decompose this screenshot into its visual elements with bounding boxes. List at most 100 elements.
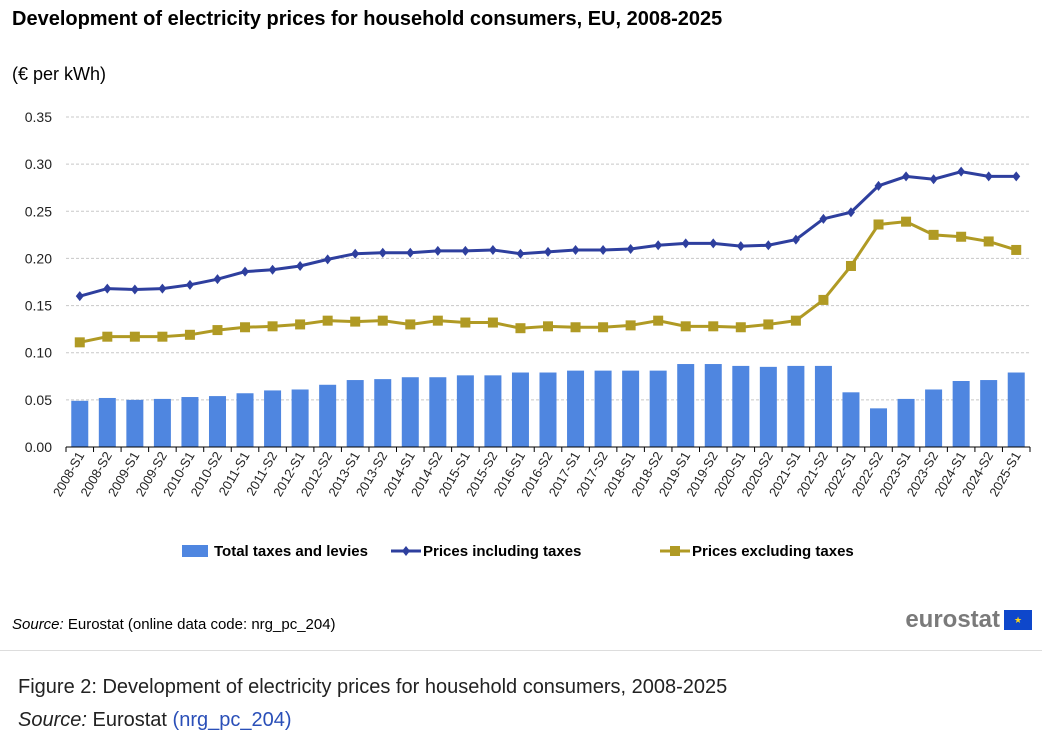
point-excl-taxes bbox=[763, 319, 774, 330]
point-incl-taxes bbox=[213, 274, 222, 285]
point-excl-taxes bbox=[74, 337, 85, 348]
point-excl-taxes bbox=[515, 323, 526, 334]
point-incl-taxes bbox=[902, 171, 911, 182]
y-tick-label: 0.30 bbox=[25, 156, 52, 172]
y-tick-label: 0.25 bbox=[25, 203, 52, 219]
source-note: Source: Eurostat (online data code: nrg_… bbox=[12, 616, 336, 633]
point-excl-taxes bbox=[956, 231, 967, 242]
legend-marker bbox=[670, 546, 680, 556]
bar-taxes bbox=[732, 365, 750, 447]
point-excl-taxes bbox=[790, 315, 801, 326]
caption-source: Source: Eurostat (nrg_pc_204) bbox=[18, 709, 292, 732]
point-excl-taxes bbox=[873, 219, 884, 230]
caption-source-link[interactable]: (nrg_pc_204) bbox=[172, 709, 292, 731]
bar-taxes bbox=[1007, 372, 1025, 447]
point-excl-taxes bbox=[901, 216, 912, 227]
point-excl-taxes bbox=[680, 321, 691, 332]
point-incl-taxes bbox=[461, 245, 470, 256]
point-incl-taxes bbox=[185, 279, 194, 290]
bar-taxes bbox=[71, 400, 89, 447]
bar-taxes bbox=[181, 397, 199, 447]
point-incl-taxes bbox=[1012, 171, 1021, 182]
point-excl-taxes bbox=[570, 322, 581, 333]
point-incl-taxes bbox=[654, 240, 663, 251]
point-incl-taxes bbox=[571, 244, 580, 255]
bar-taxes bbox=[98, 397, 116, 447]
bar-taxes bbox=[429, 377, 447, 447]
y-tick-label: 0.00 bbox=[25, 439, 52, 455]
divider bbox=[0, 650, 1042, 651]
point-incl-taxes bbox=[764, 240, 773, 251]
point-excl-taxes bbox=[487, 317, 498, 328]
legend-label: Total taxes and levies bbox=[214, 543, 368, 560]
bar-taxes bbox=[567, 370, 585, 447]
point-incl-taxes bbox=[75, 291, 84, 302]
bar-taxes bbox=[980, 380, 998, 447]
point-incl-taxes bbox=[626, 244, 635, 254]
point-incl-taxes bbox=[378, 247, 387, 258]
point-excl-taxes bbox=[845, 260, 856, 271]
point-excl-taxes bbox=[598, 322, 609, 333]
bar-taxes bbox=[952, 381, 970, 447]
point-excl-taxes bbox=[184, 329, 195, 340]
point-excl-taxes bbox=[267, 321, 278, 332]
point-incl-taxes bbox=[130, 284, 139, 295]
point-excl-taxes bbox=[102, 331, 113, 342]
unit-label: (€ per kWh) bbox=[12, 64, 107, 84]
point-incl-taxes bbox=[406, 247, 415, 258]
point-excl-taxes bbox=[1011, 244, 1022, 255]
bar-taxes bbox=[897, 398, 915, 447]
eu-flag-icon: ★ bbox=[1004, 610, 1032, 630]
bar-taxes bbox=[346, 380, 364, 447]
point-excl-taxes bbox=[212, 325, 223, 336]
point-incl-taxes bbox=[681, 238, 690, 249]
point-incl-taxes bbox=[268, 264, 277, 275]
point-incl-taxes bbox=[241, 266, 250, 277]
point-incl-taxes bbox=[599, 244, 608, 255]
bar-taxes bbox=[401, 377, 419, 447]
point-excl-taxes bbox=[653, 315, 664, 326]
eurostat-logo: eurostat ★ bbox=[905, 606, 1032, 634]
point-incl-taxes bbox=[296, 260, 305, 271]
source-text: Eurostat (online data code: nrg_pc_204) bbox=[67, 616, 336, 633]
point-excl-taxes bbox=[735, 322, 746, 333]
y-tick-label: 0.05 bbox=[25, 392, 52, 408]
point-incl-taxes bbox=[957, 166, 966, 177]
figure-caption: Figure 2: Development of electricity pri… bbox=[18, 676, 728, 698]
bar-taxes bbox=[759, 366, 777, 447]
point-incl-taxes bbox=[488, 244, 497, 255]
bar-taxes bbox=[291, 389, 309, 447]
point-excl-taxes bbox=[625, 320, 636, 331]
bar-taxes bbox=[870, 408, 888, 447]
point-excl-taxes bbox=[543, 321, 553, 332]
point-incl-taxes bbox=[544, 246, 552, 257]
bar-taxes bbox=[677, 364, 695, 447]
bar-taxes bbox=[594, 370, 612, 447]
y-tick-label: 0.20 bbox=[25, 250, 52, 266]
bar-taxes bbox=[842, 392, 860, 447]
bar-taxes bbox=[787, 365, 805, 447]
point-excl-taxes bbox=[295, 319, 306, 330]
point-incl-taxes bbox=[709, 238, 718, 249]
bar-taxes bbox=[264, 390, 282, 447]
bar-taxes bbox=[484, 375, 502, 447]
point-incl-taxes bbox=[846, 207, 855, 218]
point-excl-taxes bbox=[983, 236, 994, 247]
bar-taxes bbox=[814, 365, 832, 447]
bar-taxes bbox=[374, 379, 392, 447]
point-excl-taxes bbox=[322, 315, 333, 326]
logo-text: eurostat bbox=[905, 606, 1000, 633]
point-excl-taxes bbox=[432, 315, 443, 326]
bar-taxes bbox=[511, 372, 529, 447]
point-excl-taxes bbox=[460, 317, 471, 328]
point-excl-taxes bbox=[818, 294, 829, 305]
bar-taxes bbox=[153, 398, 171, 447]
legend-label: Prices excluding taxes bbox=[692, 543, 854, 560]
source-label: Source: bbox=[12, 616, 64, 633]
bar-taxes bbox=[319, 384, 337, 447]
point-incl-taxes bbox=[323, 254, 332, 265]
point-excl-taxes bbox=[129, 331, 140, 342]
point-excl-taxes bbox=[240, 322, 251, 333]
y-tick-label: 0.10 bbox=[25, 345, 52, 361]
chart-title: Development of electricity prices for ho… bbox=[12, 8, 723, 30]
